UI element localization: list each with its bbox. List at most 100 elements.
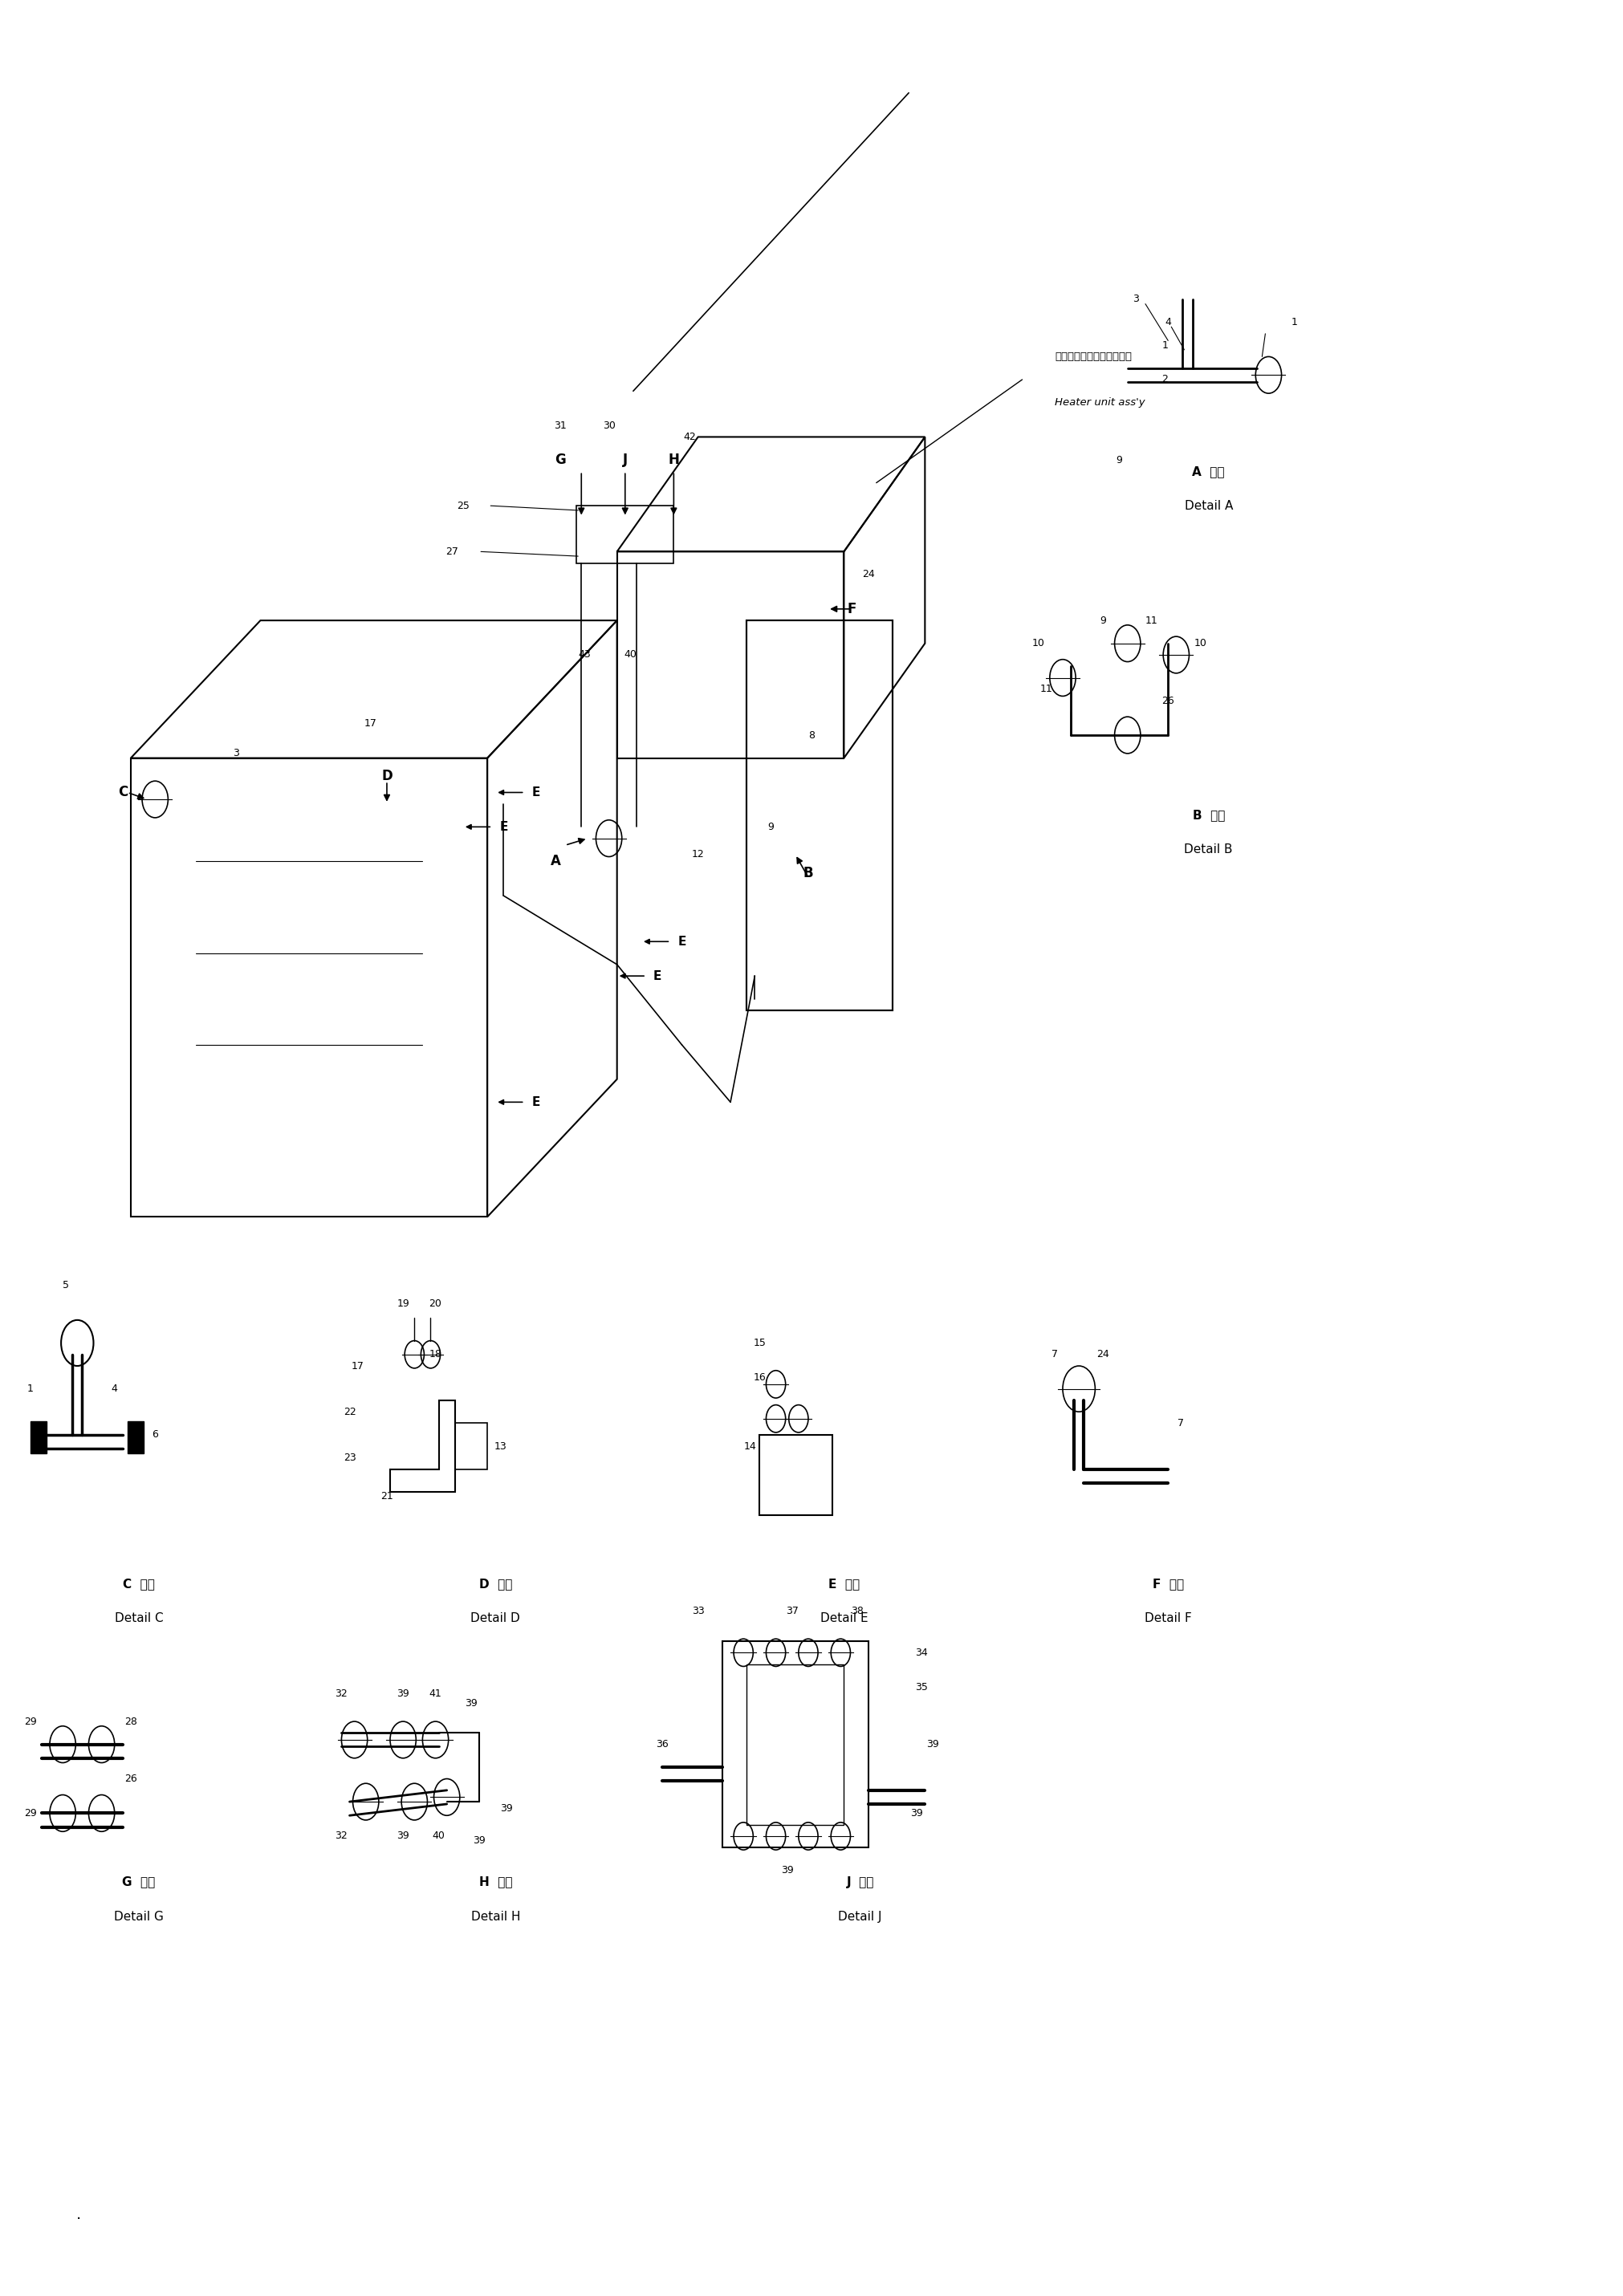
Text: Detail D: Detail D: [471, 1612, 521, 1623]
Text: 32: 32: [336, 1830, 347, 1841]
Text: 14: 14: [743, 1442, 756, 1451]
Text: 4: 4: [1165, 317, 1172, 328]
Text: 6: 6: [153, 1430, 159, 1440]
Bar: [131, 758, 487, 1217]
Text: 39: 39: [500, 1802, 513, 1814]
Text: 39: 39: [781, 1864, 794, 1876]
Bar: [128, 1421, 144, 1453]
Text: 1: 1: [1162, 340, 1169, 351]
Text: D  詳細: D 詳細: [479, 1577, 511, 1589]
Text: Detail H: Detail H: [471, 1910, 519, 1922]
Text: D: D: [381, 769, 393, 783]
Text: 42: 42: [683, 432, 696, 443]
Text: 11: 11: [1146, 615, 1159, 625]
Text: 43: 43: [578, 650, 591, 659]
Bar: [576, 505, 674, 563]
Text: Detail E: Detail E: [820, 1612, 868, 1623]
Text: G  詳細: G 詳細: [122, 1876, 156, 1887]
Text: 24: 24: [862, 569, 875, 581]
Text: 11: 11: [1040, 684, 1053, 693]
Text: 13: 13: [493, 1442, 506, 1451]
Text: 1: 1: [1292, 317, 1298, 328]
Text: 37: 37: [786, 1607, 799, 1616]
Text: 16: 16: [753, 1373, 766, 1382]
Bar: [747, 1665, 844, 1825]
Bar: [31, 1421, 47, 1453]
Text: Detail J: Detail J: [837, 1910, 881, 1922]
Text: A  詳細: A 詳細: [1193, 466, 1225, 478]
Text: 24: 24: [1097, 1350, 1110, 1359]
Text: 20: 20: [428, 1300, 441, 1309]
Text: 40: 40: [623, 650, 636, 659]
Bar: [454, 1424, 487, 1469]
Text: 30: 30: [602, 420, 615, 432]
Text: 41: 41: [428, 1688, 441, 1699]
Text: 21: 21: [380, 1492, 393, 1502]
Text: 17: 17: [364, 719, 377, 728]
Text: B  詳細: B 詳細: [1193, 810, 1225, 822]
Bar: [722, 1642, 868, 1848]
Text: 9: 9: [1117, 455, 1123, 466]
Text: 10: 10: [1032, 638, 1045, 647]
Text: E: E: [654, 969, 662, 983]
Text: 19: 19: [396, 1300, 409, 1309]
Text: 22: 22: [342, 1407, 355, 1417]
Text: 15: 15: [753, 1339, 766, 1348]
Text: E: E: [532, 788, 540, 799]
Text: B: B: [803, 866, 813, 879]
Text: 29: 29: [24, 1807, 37, 1818]
Text: 1: 1: [28, 1384, 34, 1394]
Text: 29: 29: [24, 1715, 37, 1727]
Text: E: E: [678, 934, 687, 948]
Text: Detail G: Detail G: [114, 1910, 164, 1922]
Text: 26: 26: [1162, 696, 1175, 705]
Text: 39: 39: [927, 1738, 940, 1750]
Text: Detail B: Detail B: [1185, 845, 1233, 856]
Text: 33: 33: [691, 1607, 704, 1616]
Text: 34: 34: [915, 1649, 928, 1658]
Text: J: J: [623, 452, 628, 466]
Text: E: E: [532, 1095, 540, 1109]
Text: 25: 25: [456, 501, 469, 512]
Text: 3: 3: [234, 748, 239, 758]
Text: J  詳細: J 詳細: [846, 1876, 873, 1887]
Text: Detail C: Detail C: [115, 1612, 164, 1623]
Text: 9: 9: [1100, 615, 1107, 625]
Bar: [747, 620, 893, 1010]
Text: 17: 17: [351, 1362, 364, 1371]
Text: 7: 7: [1052, 1350, 1058, 1359]
Text: 39: 39: [464, 1697, 477, 1708]
Text: F  詳細: F 詳細: [1152, 1577, 1183, 1589]
Text: 36: 36: [656, 1738, 669, 1750]
Text: 38: 38: [850, 1607, 863, 1616]
Text: ヒータユニットアセンブリ: ヒータユニットアセンブリ: [1055, 351, 1131, 363]
Bar: [617, 551, 844, 758]
Text: G: G: [555, 452, 566, 466]
Text: 3: 3: [1133, 294, 1139, 305]
Text: E: E: [500, 822, 508, 833]
Text: 8: 8: [808, 730, 815, 739]
Text: 10: 10: [1195, 638, 1208, 647]
Text: 5: 5: [63, 1281, 70, 1290]
Text: 4: 4: [112, 1384, 118, 1394]
Text: Detail A: Detail A: [1185, 501, 1233, 512]
Text: 18: 18: [428, 1350, 441, 1359]
Text: 40: 40: [432, 1830, 445, 1841]
Text: H: H: [669, 452, 680, 466]
Text: Heater unit ass'y: Heater unit ass'y: [1055, 397, 1144, 409]
Text: A: A: [550, 854, 560, 868]
Text: Detail F: Detail F: [1144, 1612, 1191, 1623]
Text: 9: 9: [768, 822, 774, 831]
Bar: [760, 1435, 833, 1515]
Text: 27: 27: [445, 546, 458, 558]
Text: E  詳細: E 詳細: [828, 1577, 860, 1589]
Text: 28: 28: [125, 1715, 138, 1727]
Text: C  詳細: C 詳細: [123, 1577, 154, 1589]
Text: 12: 12: [691, 850, 704, 859]
Text: 7: 7: [1178, 1419, 1185, 1428]
Text: 2: 2: [1162, 374, 1169, 386]
Text: 31: 31: [553, 420, 566, 432]
Text: 23: 23: [342, 1453, 355, 1463]
Text: F: F: [847, 602, 857, 615]
Text: H  詳細: H 詳細: [479, 1876, 513, 1887]
